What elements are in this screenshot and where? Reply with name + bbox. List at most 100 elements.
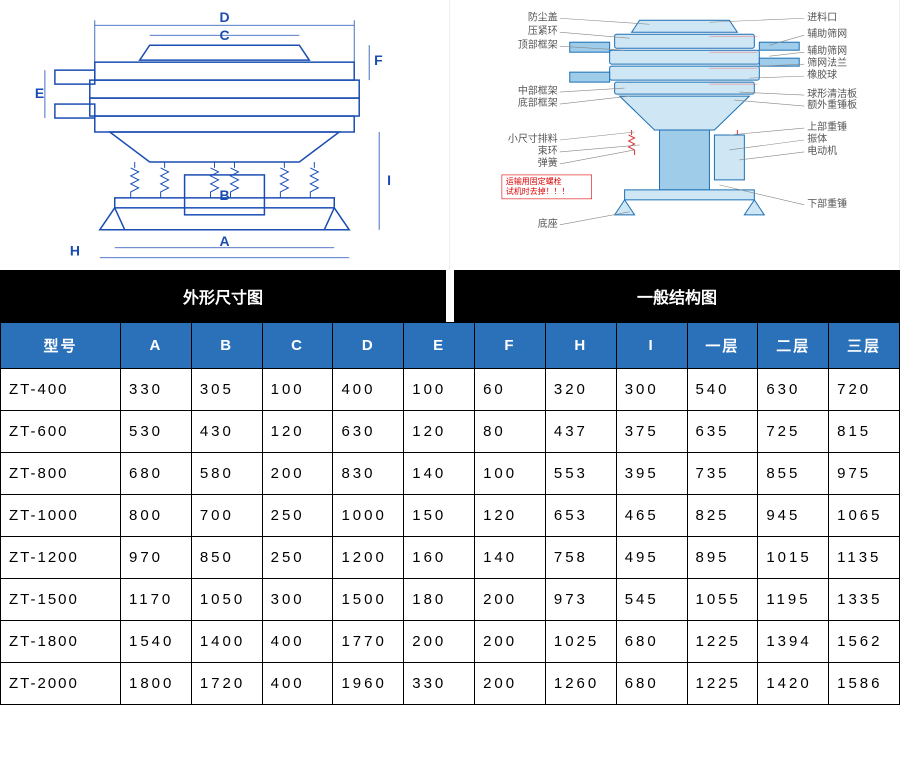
- label-right-7: 上部重锤: [807, 120, 847, 133]
- table-cell: 1015: [758, 537, 829, 579]
- table-cell: 1800: [121, 663, 192, 705]
- table-cell: 300: [616, 369, 687, 411]
- table-cell: ZT-1500: [1, 579, 121, 621]
- table-cell: 680: [121, 453, 192, 495]
- label-left-5: 小尺寸排料: [508, 132, 558, 145]
- dimension-diagram: D C F E I B A H: [0, 0, 450, 270]
- label-left-0: 防尘盖: [528, 10, 558, 23]
- table-cell: 200: [262, 453, 333, 495]
- table-cell: ZT-1200: [1, 537, 121, 579]
- table-cell: 1195: [758, 579, 829, 621]
- col-header: H: [545, 323, 616, 369]
- table-cell: 465: [616, 495, 687, 537]
- dim-D: D: [220, 9, 230, 25]
- label-left-6: 束环: [538, 145, 558, 157]
- table-cell: 855: [758, 453, 829, 495]
- table-cell: 945: [758, 495, 829, 537]
- table-row: ZT-1200970850250120016014075849589510151…: [1, 537, 900, 579]
- table-cell: 180: [404, 579, 475, 621]
- col-header: I: [616, 323, 687, 369]
- table-cell: 250: [262, 495, 333, 537]
- table-cell: 400: [262, 663, 333, 705]
- diagrams-row: D C F E I B A H: [0, 0, 900, 270]
- header-right: 一般结构图: [454, 270, 900, 322]
- table-cell: 200: [475, 579, 546, 621]
- table-cell: 305: [191, 369, 262, 411]
- dim-A: A: [220, 233, 230, 249]
- label-right-5: 球形清洁板: [807, 87, 857, 100]
- table-cell: 140: [404, 453, 475, 495]
- table-cell: 200: [475, 621, 546, 663]
- table-cell: 580: [191, 453, 262, 495]
- red-note-line1: 运输用固定螺栓: [506, 176, 562, 186]
- label-right-6: 额外重锤板: [807, 98, 857, 111]
- table-cell: 1500: [333, 579, 404, 621]
- dim-E: E: [35, 85, 44, 101]
- table-cell: 120: [404, 411, 475, 453]
- table-cell: 825: [687, 495, 758, 537]
- table-cell: 1050: [191, 579, 262, 621]
- table-cell: 720: [829, 369, 900, 411]
- col-header: B: [191, 323, 262, 369]
- table-cell: 1170: [121, 579, 192, 621]
- col-header: 型号: [1, 323, 121, 369]
- label-right-4: 橡胶球: [807, 68, 837, 81]
- table-cell: 735: [687, 453, 758, 495]
- table-cell: 630: [333, 411, 404, 453]
- table-cell: 850: [191, 537, 262, 579]
- label-right-2: 辅助筛网: [807, 44, 847, 57]
- table-cell: 400: [333, 369, 404, 411]
- table-cell: 140: [475, 537, 546, 579]
- table-cell: 200: [475, 663, 546, 705]
- table-cell: 1540: [121, 621, 192, 663]
- table-cell: 815: [829, 411, 900, 453]
- label-left-2: 顶部框架: [518, 38, 558, 51]
- table-cell: 1394: [758, 621, 829, 663]
- label-left-4: 底部框架: [518, 96, 558, 109]
- table-cell: 200: [404, 621, 475, 663]
- table-cell: 495: [616, 537, 687, 579]
- table-cell: 758: [545, 537, 616, 579]
- table-cell: 725: [758, 411, 829, 453]
- table-cell: 680: [616, 663, 687, 705]
- table-cell: 100: [475, 453, 546, 495]
- table-cell: 830: [333, 453, 404, 495]
- table-cell: 630: [758, 369, 829, 411]
- table-cell: 970: [121, 537, 192, 579]
- table-cell: 1720: [191, 663, 262, 705]
- table-cell: 540: [687, 369, 758, 411]
- table-row: ZT-1800154014004001770200200102568012251…: [1, 621, 900, 663]
- table-cell: 300: [262, 579, 333, 621]
- dim-B: B: [220, 187, 230, 203]
- table-row: ZT-1500117010503001500180200973545105511…: [1, 579, 900, 621]
- label-right-0: 进料口: [807, 10, 837, 23]
- label-right-9: 电动机: [807, 144, 837, 157]
- table-cell: 653: [545, 495, 616, 537]
- table-cell: 160: [404, 537, 475, 579]
- table-cell: 60: [475, 369, 546, 411]
- table-cell: ZT-800: [1, 453, 121, 495]
- structure-diagram: 防尘盖 压紧环 顶部框架 中部框架 底部框架 小尺寸排料 束环 弹簧 底座 进料…: [450, 0, 900, 270]
- label-left-3: 中部框架: [518, 84, 558, 97]
- label-right-1: 辅助筛网: [807, 27, 847, 40]
- table-cell: ZT-600: [1, 411, 121, 453]
- col-header: C: [262, 323, 333, 369]
- table-cell: ZT-1800: [1, 621, 121, 663]
- table-cell: 375: [616, 411, 687, 453]
- table-cell: 1335: [829, 579, 900, 621]
- col-header: 一层: [687, 323, 758, 369]
- label-right-8: 振体: [807, 132, 827, 145]
- table-cell: 1000: [333, 495, 404, 537]
- table-cell: 530: [121, 411, 192, 453]
- header-left: 外形尺寸图: [0, 270, 446, 322]
- table-cell: 1225: [687, 663, 758, 705]
- col-header: 二层: [758, 323, 829, 369]
- table-cell: 150: [404, 495, 475, 537]
- label-right-3: 筛网法兰: [807, 56, 847, 69]
- table-cell: 80: [475, 411, 546, 453]
- table-cell: 895: [687, 537, 758, 579]
- table-cell: 1260: [545, 663, 616, 705]
- label-left-7: 弹簧: [538, 156, 558, 169]
- table-cell: 1420: [758, 663, 829, 705]
- label-left-8: 底座: [538, 217, 558, 230]
